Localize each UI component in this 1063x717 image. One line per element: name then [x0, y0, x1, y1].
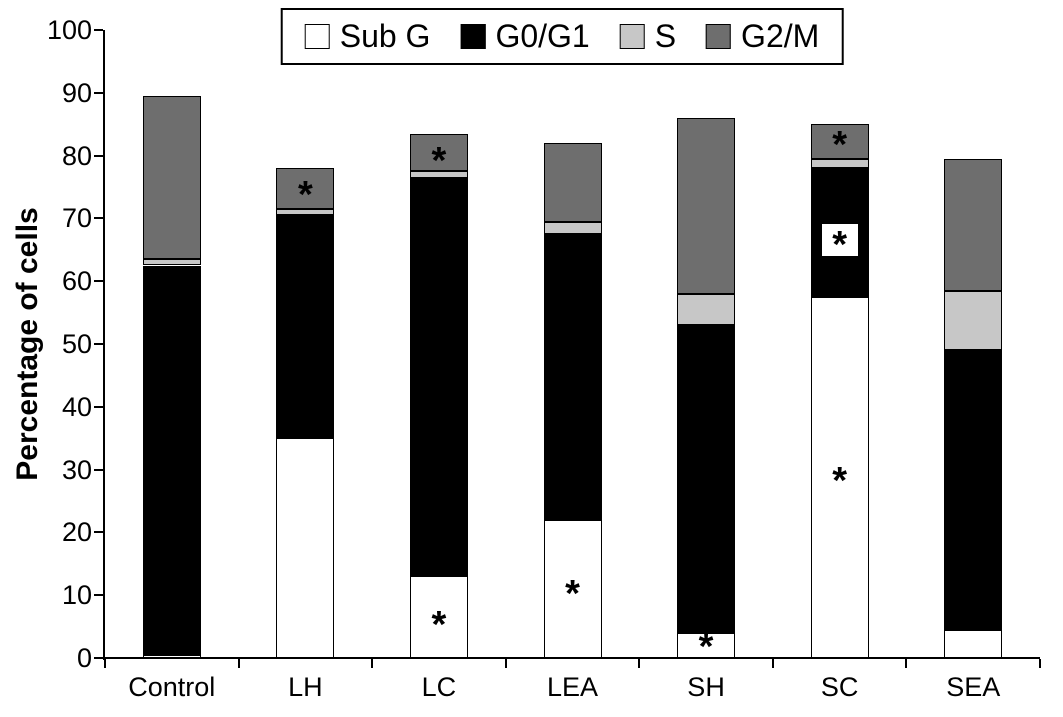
- y-tick-label: 50: [61, 329, 92, 359]
- bar-segment-g2-m: [409, 133, 468, 172]
- y-tick: [94, 154, 103, 157]
- bar-segment-g2-m: [810, 124, 869, 159]
- significance-asterisk: *: [431, 139, 447, 182]
- legend-item: S: [619, 18, 677, 55]
- y-tick: [94, 91, 103, 94]
- y-tick: [94, 468, 103, 471]
- bar-segment-sub-g: [409, 576, 468, 658]
- bar-segment-s: [409, 171, 468, 178]
- y-tick: [94, 594, 103, 597]
- bar-segment-sub-g: [543, 519, 602, 658]
- bar-segment-s: [543, 221, 602, 235]
- bar-segment-g0-g1: [142, 265, 201, 655]
- significance-asterisk: *: [832, 224, 848, 267]
- bar-segment-g2-m: [677, 117, 736, 294]
- bar-segment-g0-g1: [543, 234, 602, 520]
- legend-swatch-icon: [304, 24, 330, 49]
- y-tick: [94, 217, 103, 220]
- bar-segment-g2-m: [543, 143, 602, 222]
- x-tick: [237, 659, 240, 668]
- legend-label: G0/G1: [495, 18, 590, 54]
- y-tick: [94, 280, 103, 283]
- bar-segment-s: [677, 293, 736, 326]
- x-category-label: SEA: [946, 672, 1001, 702]
- legend-item: G2/M: [706, 18, 819, 55]
- bar-segment-sub-g: [276, 438, 335, 658]
- x-tick: [905, 659, 908, 668]
- chart-legend: Sub G G0/G1 S G2/M: [280, 8, 844, 65]
- x-tick: [371, 659, 374, 668]
- legend-swatch-icon: [460, 24, 486, 49]
- bar-segment-g2-m: [944, 158, 1003, 291]
- x-category-label: Control: [128, 672, 216, 702]
- y-tick: [94, 405, 103, 408]
- x-tick: [771, 659, 774, 668]
- x-category-label: LC: [421, 672, 457, 702]
- bar-segment-s: [142, 259, 201, 266]
- significance-box: [821, 224, 858, 257]
- x-category-label: SC: [820, 672, 859, 702]
- significance-asterisk: *: [832, 459, 848, 502]
- bar-segment-sub-g: [142, 654, 201, 658]
- y-tick: [94, 343, 103, 345]
- bar-segment-sub-g: [677, 632, 736, 658]
- bar-segment-g2-m: [276, 168, 335, 209]
- significance-asterisk: *: [297, 174, 313, 217]
- bar-segment-sub-g: [810, 296, 869, 658]
- legend-label: S: [654, 18, 677, 54]
- legend-item: Sub G: [304, 18, 431, 55]
- legend-label: Sub G: [339, 18, 431, 54]
- legend-swatch-icon: [706, 24, 732, 49]
- x-tick: [504, 659, 507, 668]
- x-category-label: SH: [687, 672, 725, 702]
- bar-segment-s: [276, 208, 335, 216]
- y-tick-label: 60: [61, 266, 92, 297]
- significance-asterisk: *: [431, 604, 447, 647]
- x-category-label: LEA: [546, 672, 599, 702]
- y-tick-label: 90: [61, 77, 92, 108]
- x-tick: [638, 659, 641, 668]
- y-tick-label: 30: [61, 454, 92, 485]
- y-tick-label: 100: [46, 15, 92, 45]
- y-tick-label: 40: [61, 391, 92, 422]
- significance-asterisk: *: [832, 123, 848, 166]
- legend-label: G2/M: [741, 18, 820, 54]
- y-tick: [94, 657, 103, 659]
- bar-segment-s: [810, 158, 869, 169]
- y-tick: [94, 29, 103, 31]
- bar-segment-g2-m: [142, 95, 201, 260]
- legend-item: G0/G1: [460, 18, 590, 55]
- y-tick-label: 0: [76, 643, 92, 673]
- x-category-label: LH: [288, 672, 323, 702]
- x-tick: [104, 659, 106, 668]
- significance-asterisk: *: [698, 626, 714, 669]
- bar-segment-g0-g1: [677, 325, 736, 633]
- bar-segment-sub-g: [944, 629, 1003, 658]
- y-axis: [103, 30, 105, 660]
- bar-segment-g0-g1: [276, 215, 335, 439]
- x-tick: [1039, 659, 1041, 668]
- bar-segment-g0-g1: [944, 350, 1003, 630]
- x-axis: [103, 657, 1040, 659]
- y-tick-label: 20: [61, 517, 92, 548]
- y-tick: [94, 531, 103, 534]
- y-tick-label: 10: [61, 580, 92, 611]
- bar-segment-s: [944, 290, 1003, 351]
- significance-asterisk: *: [565, 572, 580, 615]
- y-tick-label: 70: [61, 203, 92, 234]
- bar-segment-g0-g1: [409, 177, 468, 577]
- y-tick-label: 80: [61, 140, 92, 171]
- legend-swatch-icon: [619, 24, 645, 49]
